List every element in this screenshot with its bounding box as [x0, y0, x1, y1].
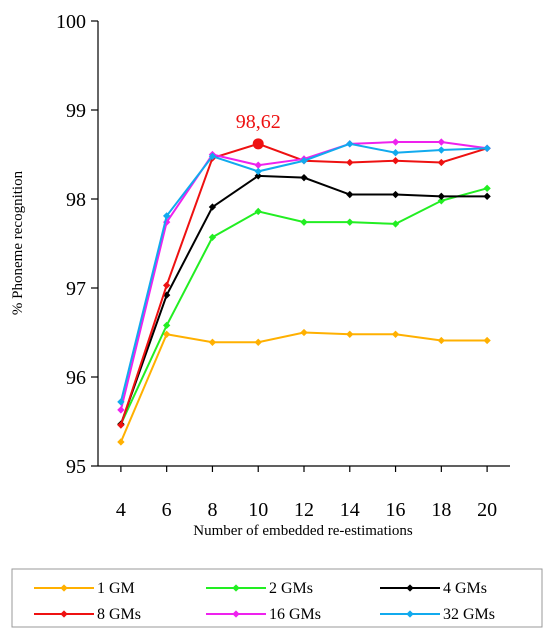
data-point [254, 172, 262, 180]
y-tick-label: 95 [66, 456, 86, 478]
legend-label: 8 GMs [97, 606, 141, 623]
data-point [162, 330, 171, 338]
x-tick-label: 12 [294, 499, 314, 521]
data-point [391, 330, 400, 338]
legend-label: 32 GMs [443, 606, 495, 623]
y-tick-label: 98 [66, 189, 86, 211]
y-tick-label: 96 [66, 367, 86, 389]
data-point [437, 192, 446, 201]
legend-label: 4 GMs [443, 580, 487, 597]
y-tick-label: 99 [66, 100, 86, 122]
legend: 1 GM 2 GMs 4 GMs 8 GMs 16 GMs 32 GMs [11, 568, 543, 628]
y-axis-label: % Phoneme recognition [10, 170, 26, 315]
data-point [300, 218, 308, 226]
data-point [391, 149, 400, 157]
data-point [483, 336, 491, 345]
data-point [117, 406, 125, 414]
data-point [437, 197, 446, 205]
data-point [208, 338, 217, 346]
series-line-0 [119, 331, 488, 443]
data-point [300, 328, 308, 337]
series-line-5 [119, 142, 488, 403]
data-point [117, 398, 125, 406]
data-point [346, 190, 354, 199]
legend-label: 2 GMs [269, 580, 313, 597]
x-tick-label: 4 [116, 499, 126, 521]
data-point [391, 220, 400, 228]
y-tick-label: 100 [56, 11, 86, 33]
series-line-2 [119, 174, 488, 425]
x-tick-label: 10 [248, 499, 268, 521]
data-point [117, 421, 125, 429]
data-point [162, 281, 171, 290]
legend-label: 16 GMs [269, 606, 321, 623]
x-axis-label: Number of embedded re-estimations [193, 523, 413, 539]
data-point [346, 158, 354, 167]
data-point [117, 438, 125, 446]
data-point [483, 192, 491, 201]
data-point [483, 184, 491, 192]
data-point [391, 157, 400, 165]
data-point [254, 167, 262, 176]
x-tick-label: 8 [207, 499, 217, 521]
legend-box [11, 568, 543, 628]
legend-swatch-marker [406, 610, 414, 618]
data-point [437, 138, 446, 146]
series-line-3 [119, 142, 488, 426]
data-point [437, 336, 446, 345]
data-point [162, 212, 171, 220]
data-point [391, 138, 400, 146]
data-point [162, 321, 171, 330]
data-point [346, 140, 354, 148]
legend-swatch-marker [406, 584, 414, 592]
legend-label: 1 GM [97, 580, 135, 597]
data-point [346, 218, 354, 226]
data-point [254, 338, 262, 346]
data-point [391, 190, 400, 199]
x-tick-label: 16 [386, 499, 406, 521]
data-point [254, 207, 262, 216]
y-tick-label: 97 [66, 278, 86, 300]
x-tick-label: 18 [431, 499, 451, 521]
annotation-marker [252, 138, 264, 150]
data-point [437, 146, 446, 154]
plot-area: 95 96 97 98 99 100 4 6 8 10 12 14 16 18 20 Number of em… [10, 11, 510, 539]
data-point [483, 144, 491, 152]
x-tick-label: 20 [477, 499, 497, 521]
data-point [208, 203, 217, 211]
annotation-label: 98,62 [236, 111, 281, 133]
x-tick-label: 6 [162, 499, 172, 521]
data-point [300, 173, 308, 182]
x-tick-label: 14 [340, 499, 360, 521]
data-point [346, 330, 354, 338]
data-point [437, 158, 446, 167]
